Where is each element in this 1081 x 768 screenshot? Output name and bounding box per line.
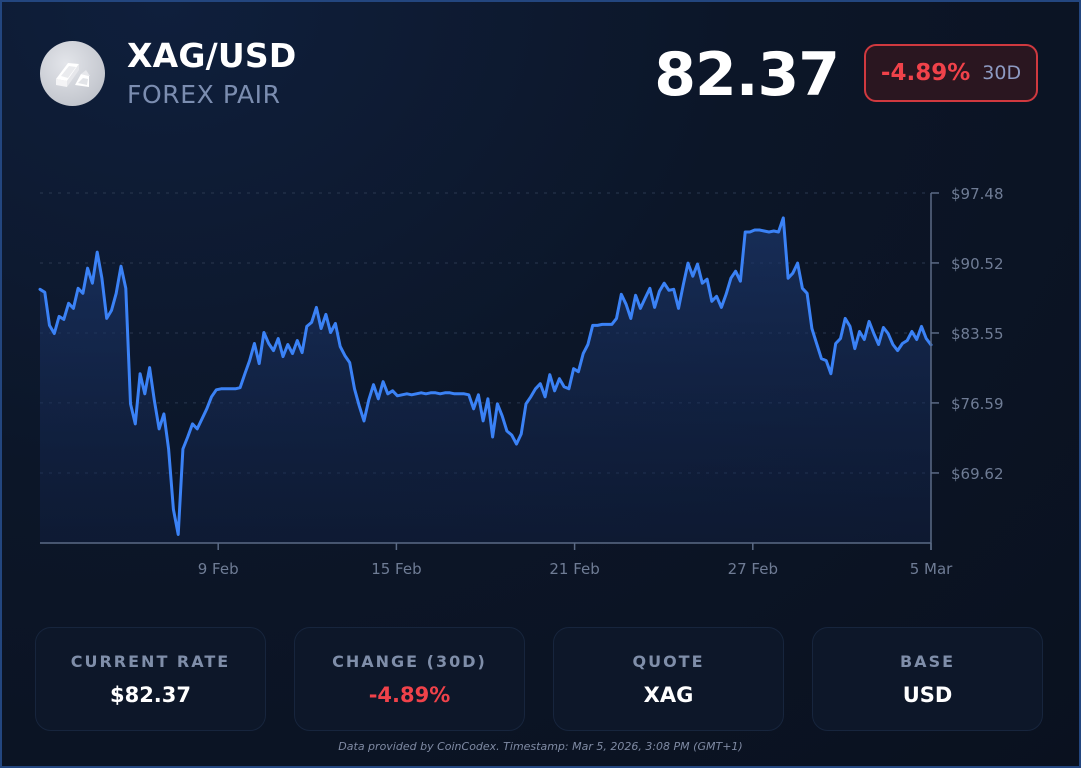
change-badge: -4.89% 30D	[864, 44, 1038, 102]
card-label: CHANGE (30D)	[332, 651, 487, 671]
svg-text:$69.62: $69.62	[951, 465, 1004, 483]
card-value: -4.89%	[368, 682, 451, 707]
card-label: CURRENT RATE	[70, 651, 231, 671]
svg-text:$83.55: $83.55	[951, 325, 1004, 343]
x-axis-ticks: 9 Feb 15 Feb 21 Feb 27 Feb 5 Mar	[198, 543, 953, 578]
svg-text:21 Feb: 21 Feb	[549, 560, 599, 578]
card-change: CHANGE (30D) -4.89%	[294, 627, 525, 731]
price-chart: $97.48 $90.52 $83.55 $76.59 $69.62 9 Feb 15 F…	[38, 185, 1004, 578]
change-period: 30D	[982, 62, 1022, 84]
svg-text:15 Feb: 15 Feb	[371, 560, 421, 578]
current-price: 82.37	[654, 40, 840, 110]
svg-text:9 Feb: 9 Feb	[198, 560, 239, 578]
svg-text:5 Mar: 5 Mar	[910, 560, 953, 578]
data-attribution: Data provided by CoinCodex. Timestamp: M…	[338, 740, 743, 753]
svg-text:$76.59: $76.59	[951, 395, 1004, 413]
card-value: USD	[902, 682, 953, 707]
asset-logo	[40, 41, 105, 106]
card-base: BASE USD	[812, 627, 1043, 731]
card-value: $82.37	[109, 682, 192, 707]
pair-title: XAG/USD	[127, 36, 297, 75]
card-current-rate: CURRENT RATE $82.37	[35, 627, 266, 731]
silver-bars-icon	[55, 62, 90, 87]
chart-price-line	[38, 216, 933, 536]
svg-text:27 Feb: 27 Feb	[728, 560, 778, 578]
y-axis-ticks: $97.48 $90.52 $83.55 $76.59 $69.62	[931, 185, 1004, 483]
svg-text:$90.52: $90.52	[951, 255, 1004, 273]
card-value: XAG	[643, 682, 694, 707]
card-quote: QUOTE XAG	[553, 627, 784, 731]
chart-area-fill	[40, 217, 931, 543]
change-percent: -4.89%	[880, 60, 971, 86]
stat-cards: CURRENT RATE $82.37 CHANGE (30D) -4.89% …	[35, 627, 1043, 731]
card-label: QUOTE	[632, 651, 705, 671]
svg-text:$97.48: $97.48	[951, 185, 1004, 203]
pair-type: FOREX PAIR	[127, 80, 281, 109]
card-label: BASE	[899, 651, 956, 671]
